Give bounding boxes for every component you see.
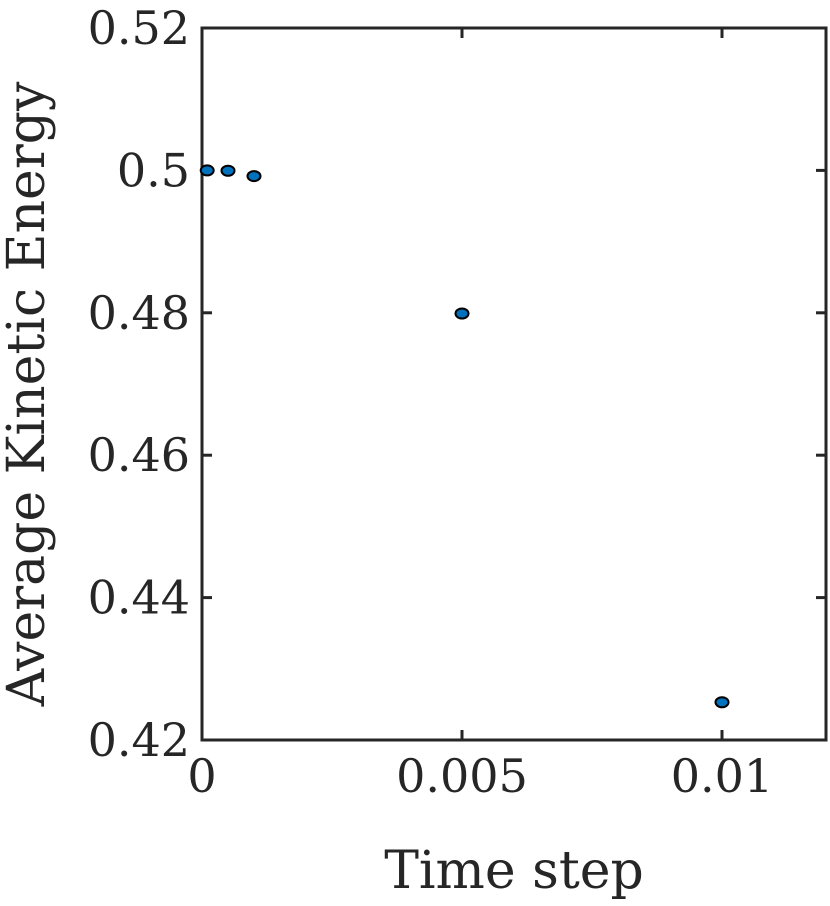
x-tick-label: 0 (187, 749, 216, 803)
y-axis-title: Average Kinetic Energy (0, 81, 57, 707)
plot-frame (200, 26, 828, 742)
x-tick-label: 0.01 (671, 749, 773, 803)
y-tick-label: 0.44 (88, 571, 190, 625)
data-point (220, 164, 236, 177)
data-point (199, 164, 215, 177)
data-point (714, 696, 730, 709)
y-tick-label: 0.5 (117, 143, 190, 197)
data-point (246, 170, 262, 183)
data-point (454, 307, 470, 320)
y-tick-label: 0.42 (88, 713, 190, 767)
y-tick-label: 0.48 (88, 286, 190, 340)
x-tick-label: 0.005 (396, 749, 528, 803)
plot-area-border (200, 26, 828, 742)
x-axis-title: Time step (384, 841, 644, 901)
data-points (199, 164, 730, 709)
axis-ticks: 0 0.005 0.01 0.42 0.44 0.46 0.48 0.5 0.52 (88, 1, 826, 803)
y-tick-label: 0.52 (88, 1, 190, 55)
y-tick-label: 0.46 (88, 428, 190, 482)
